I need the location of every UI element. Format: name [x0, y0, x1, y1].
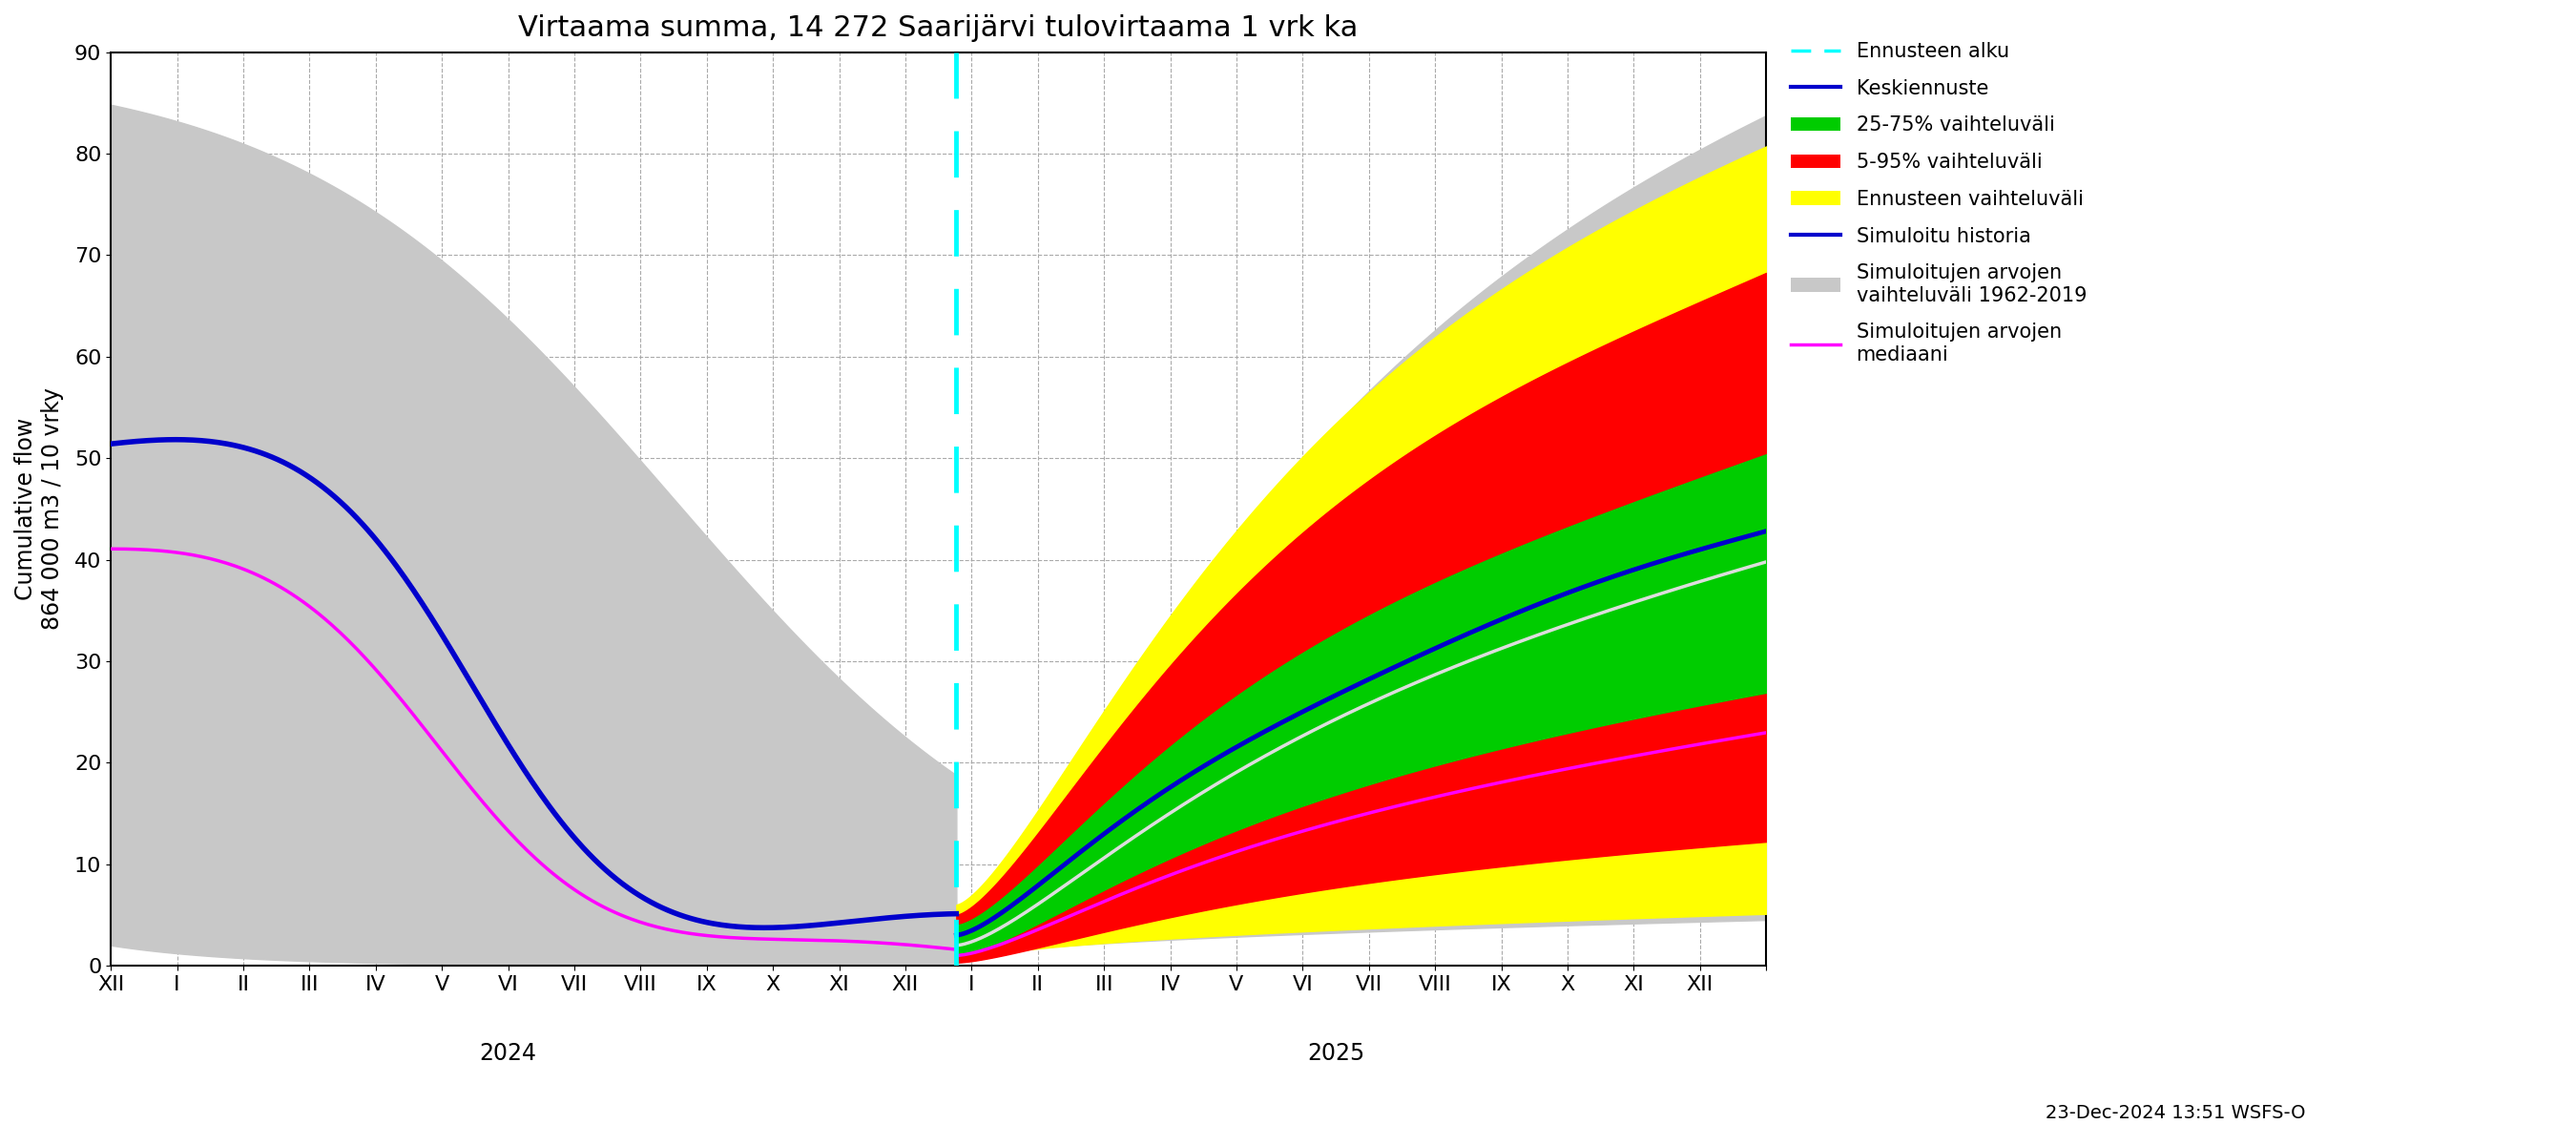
Text: 2024: 2024 [479, 1042, 536, 1065]
Text: 2025: 2025 [1306, 1042, 1365, 1065]
Y-axis label: Cumulative flow
864 000 m3 / 10 vrky: Cumulative flow 864 000 m3 / 10 vrky [15, 388, 64, 630]
Title: Virtaama summa, 14 272 Saarijärvi tulovirtaama 1 vrk ka: Virtaama summa, 14 272 Saarijärvi tulovi… [518, 14, 1358, 42]
Text: 23-Dec-2024 13:51 WSFS-O: 23-Dec-2024 13:51 WSFS-O [2045, 1104, 2306, 1122]
Legend: Ennusteen alku, Keskiennuste, 25-75% vaihteluväli, 5-95% vaihteluväli, Ennusteen: Ennusteen alku, Keskiennuste, 25-75% vai… [1783, 34, 2094, 372]
